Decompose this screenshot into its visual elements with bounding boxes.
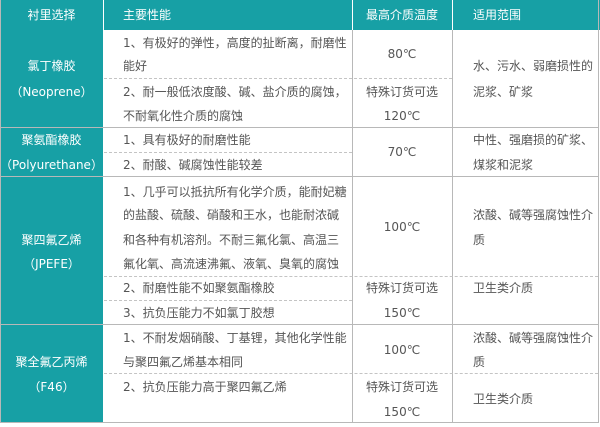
temp-value: 80℃ — [387, 47, 417, 61]
temp-value: 70℃ — [387, 145, 417, 159]
lining-english: （JPEFE） — [23, 257, 80, 271]
lining-english: （F46） — [28, 380, 75, 394]
header-max-temp: 最高介质温度 — [365, 8, 438, 22]
lining-name: 氯丁橡胶 — [27, 59, 76, 73]
divider — [452, 30, 453, 422]
lining-name: 聚四氟乙烯 — [21, 233, 82, 247]
divider — [452, 0, 453, 30]
dashed-divider — [104, 152, 352, 153]
property-line: 2、抗负压能力高于聚四氟乙烯 — [123, 380, 287, 394]
divider — [0, 176, 598, 177]
temp-special: 特殊订货可选 — [365, 85, 438, 99]
property-line: 1、具有极好的耐磨性能 — [123, 133, 251, 147]
divider — [352, 0, 353, 30]
property-line: 能好 — [123, 59, 148, 73]
scope-line: 水、污水、弱磨损性的 — [473, 59, 594, 73]
scope-line: 质 — [473, 233, 486, 247]
temp-special: 特殊订货可选 — [365, 380, 438, 394]
border — [0, 422, 599, 423]
border — [0, 0, 1, 422]
temp-value: 150℃ — [383, 306, 421, 320]
property-line: 氟化氧、高流速沸氟、液氧、臭氧的腐蚀 — [123, 257, 340, 271]
scope-line: 质 — [473, 355, 486, 369]
temp-value: 120℃ — [383, 109, 421, 123]
property-line: 1、不耐发烟硝酸、丁基锂，其他化学性能 — [123, 331, 347, 345]
scope-line: 煤浆和泥浆 — [473, 158, 534, 172]
dashed-divider — [104, 373, 598, 374]
header-properties: 主要性能 — [123, 8, 172, 22]
scope-line: 卫生类介质 — [473, 281, 534, 295]
scope-line: 中性、强磨损的矿浆、 — [473, 133, 594, 147]
scope-line: 浓酸、碱等强腐蚀性介 — [473, 331, 594, 345]
lining-english: （Neoprene） — [10, 85, 93, 99]
dashed-divider — [104, 276, 598, 277]
divider — [103, 0, 104, 422]
property-line: 1、几乎可以抵抗所有化学介质，能耐妃糖 — [123, 185, 347, 199]
dashed-divider — [104, 300, 352, 301]
lining-name: 聚氨酯橡胶 — [21, 133, 82, 147]
lining-english: （Polyurethane） — [0, 158, 103, 172]
property-line: 2、耐酸、碱腐蚀性能较差 — [123, 158, 263, 172]
property-line: 1、有极好的弹性，高度的扯断离，耐磨性 — [123, 36, 347, 50]
header-lining: 衬里选择 — [27, 8, 76, 22]
divider — [352, 30, 353, 422]
lining-name: 聚全氟乙丙烯 — [15, 355, 88, 369]
temp-value: 100℃ — [383, 220, 421, 234]
scope-line: 卫生类介质 — [473, 392, 534, 406]
scope-line: 泥浆、矿浆 — [473, 85, 534, 99]
temp-value: 100℃ — [383, 343, 421, 357]
scope-line: 浓酸、碱等强腐蚀性介 — [473, 208, 594, 222]
property-line: 2、耐磨性能不如聚氨酯橡胶 — [123, 281, 275, 295]
property-line: 不耐氧化性介质的腐蚀 — [123, 109, 244, 123]
dashed-divider — [104, 78, 452, 79]
property-line: 3、抗负压能力不如氯丁胶想 — [123, 306, 275, 320]
divider — [0, 127, 598, 128]
temp-special: 特殊订货可选 — [365, 281, 438, 295]
property-line: 2、耐一般低浓度酸、碱、盐介质的腐蚀， — [123, 85, 347, 99]
property-line: 的盐酸、硫酸、硝酸和王水，也能耐浓碱 — [123, 208, 340, 222]
property-line: 与聚四氟乙烯基本相同 — [123, 355, 244, 369]
header-row — [0, 0, 600, 30]
lining-column-bg — [0, 30, 103, 422]
divider — [0, 324, 598, 325]
property-line: 和各种有机溶剂。不耐三氟化氯、高温三 — [123, 233, 340, 247]
temp-value: 150℃ — [383, 405, 421, 419]
border — [598, 0, 599, 422]
header-scope: 适用范围 — [473, 8, 522, 22]
